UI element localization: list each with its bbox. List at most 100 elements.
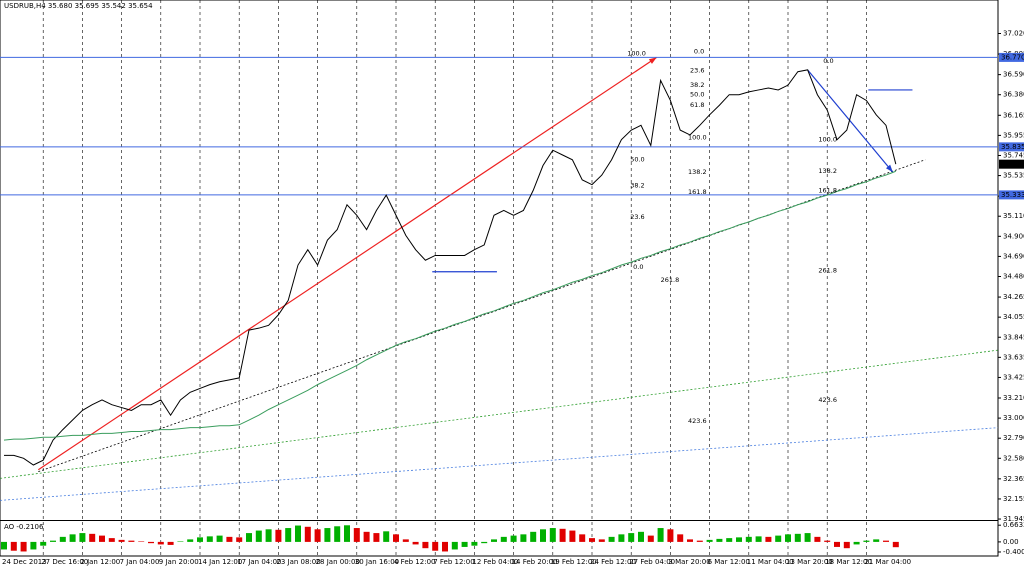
ao-bar (696, 540, 703, 542)
ao-bar (540, 529, 546, 542)
x-tick-label: 21 Mar 04:00 (864, 558, 911, 566)
y-tick-label: 33.635 (1003, 353, 1024, 361)
ao-bar (255, 530, 262, 542)
ao-bar (549, 528, 556, 542)
ao-bar (20, 541, 27, 552)
ao-bar (677, 534, 684, 542)
ao-bar (667, 529, 674, 542)
ao-bar (383, 531, 390, 542)
x-tick-label: 28 Jan 00:00 (316, 558, 360, 566)
ao-bar (824, 540, 831, 542)
y-tick-label: 36.165 (1003, 111, 1024, 119)
y-tick-label: 37.020 (1003, 29, 1024, 37)
x-tick-label: 24 Feb 12:00 (590, 558, 636, 566)
price-label: 36.770 (1001, 53, 1024, 61)
ao-bar (353, 528, 360, 542)
x-tick-label: 27 Dec 16:00 (41, 558, 88, 566)
last-price-label: 35.654 (1001, 160, 1024, 168)
fib-label: 100.0 (688, 134, 707, 142)
ao-bar (157, 541, 164, 545)
fib-label: 423.6 (818, 396, 837, 404)
ao-bar (1, 541, 7, 550)
ao-bar (265, 529, 272, 542)
x-tick-label: 2 Jan 12:00 (80, 558, 120, 566)
x-tick-label: 6 Mar 12:00 (708, 558, 750, 566)
ao-bar (50, 540, 56, 542)
ao-bar (520, 534, 527, 542)
fib-label: 100.0 (818, 136, 837, 144)
y-tick-label: 32.155 (1003, 495, 1024, 503)
x-tick-label: 30 Jan 16:00 (355, 558, 399, 566)
ao-bar (363, 531, 370, 542)
ao-bar (167, 541, 174, 545)
ao-bar (471, 541, 478, 546)
fib-label: 261.8 (661, 276, 680, 284)
ao-bar (79, 533, 86, 542)
fib-label: 23.6 (630, 213, 644, 221)
fib-label: 38.2 (690, 81, 704, 89)
y-tick-label: -0.4003 (1003, 548, 1024, 556)
fib-label: 50.0 (630, 156, 644, 164)
ao-bar (628, 533, 635, 542)
price-series (3, 170, 896, 441)
plot-frame (0, 0, 999, 557)
fib-label: 23.6 (690, 67, 704, 75)
ao-bar (687, 539, 693, 542)
x-tick-label: 23 Jan 08:00 (276, 558, 320, 566)
ao-bar (716, 538, 723, 542)
fib-label: 138.2 (688, 168, 707, 176)
ao-bar (442, 541, 448, 552)
ao-bar (579, 534, 586, 542)
trend-line (807, 69, 894, 173)
fib-label: 423.6 (688, 417, 707, 425)
ao-bar (206, 536, 213, 542)
x-tick-label: 9 Jan 20:00 (159, 558, 199, 566)
ao-bar (40, 541, 47, 546)
ao-bar (853, 541, 860, 545)
ao-bar (304, 526, 311, 542)
y-tick-label: 33.210 (1003, 394, 1024, 402)
ao-bar (785, 534, 791, 542)
ao-bar (108, 538, 115, 542)
ao-bar (608, 536, 615, 542)
y-tick-label: 32.790 (1003, 434, 1024, 442)
ao-bar (559, 528, 566, 542)
ao-bar (148, 541, 154, 544)
fib-label: 138.2 (818, 167, 837, 175)
ao-bar (500, 536, 507, 542)
ao-bar (334, 526, 341, 542)
y-tick-label: 32.365 (1003, 475, 1024, 483)
y-tick-label: 31.945 (1003, 515, 1024, 523)
trend-line (0, 427, 998, 501)
y-tick-label: 35.955 (1003, 131, 1024, 139)
ao-bar (589, 538, 595, 542)
x-tick-label: 27 Feb 04:00 (629, 558, 675, 566)
price-label-box (999, 52, 1024, 62)
ao-bar (638, 531, 644, 542)
ao-bar (10, 541, 17, 551)
x-tick-label: 24 Dec 2013 (2, 558, 47, 566)
ao-bar (432, 541, 439, 551)
fib-label: 100.0 (627, 49, 646, 57)
ao-bar (344, 525, 350, 542)
x-tick-label: 12 Feb 04:00 (472, 558, 518, 566)
ao-bar (834, 541, 840, 547)
ao-bar (236, 537, 243, 542)
ao-bar (30, 541, 37, 550)
ao-bar (285, 528, 292, 542)
fib-label: 0.0 (823, 57, 833, 65)
ao-bar (647, 535, 654, 542)
ao-bar (177, 541, 184, 542)
y-tick-label: 33.845 (1003, 333, 1024, 341)
y-tick-label: 35.745 (1003, 151, 1024, 159)
fib-label: 38.2 (630, 181, 644, 189)
ao-bar (873, 539, 880, 542)
last-price-box (999, 159, 1024, 169)
ao-bar (657, 528, 664, 542)
ao-bar (510, 535, 517, 542)
ao-bar (197, 537, 203, 542)
ao-bar (373, 533, 380, 542)
y-tick-label: 36.380 (1003, 91, 1024, 99)
indicator-title: AO -0.2106 (4, 523, 44, 531)
x-tick-label: 14 Jan 12:00 (198, 558, 242, 566)
